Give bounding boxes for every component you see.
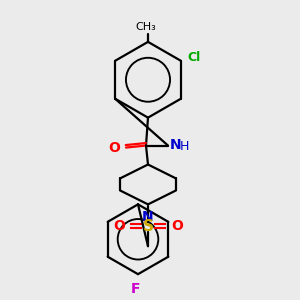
Text: O: O [171,219,183,233]
Text: H: H [180,140,189,153]
Text: O: O [108,141,120,154]
Text: N: N [170,138,182,152]
Text: Cl: Cl [187,51,200,64]
Text: N: N [142,210,154,224]
Text: F: F [131,282,141,296]
Text: O: O [113,219,125,233]
Text: S: S [142,219,154,234]
Text: CH₃: CH₃ [136,22,156,32]
